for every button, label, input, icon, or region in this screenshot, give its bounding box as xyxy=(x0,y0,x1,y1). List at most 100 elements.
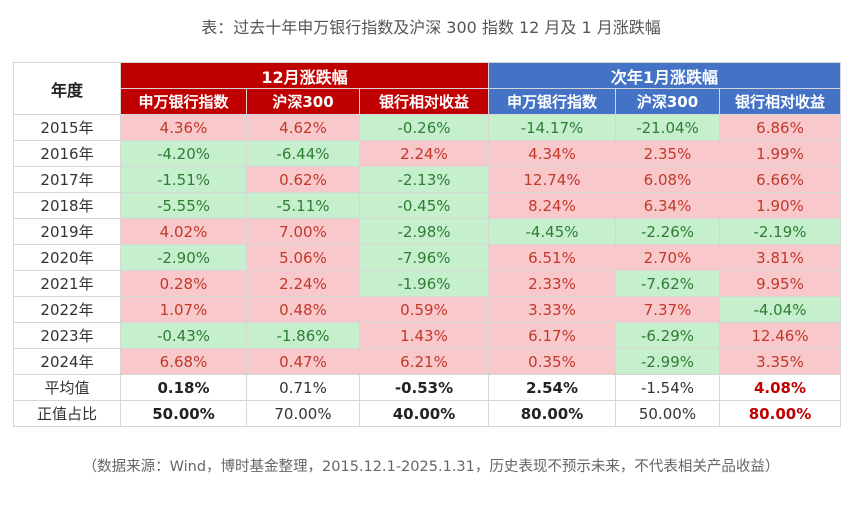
value-cell: 40.00% xyxy=(359,400,489,427)
value-cell: 6.21% xyxy=(359,348,489,375)
value-cell: 2.35% xyxy=(615,140,720,167)
column-header: 沪深300 xyxy=(246,88,360,115)
value-cell: 12.74% xyxy=(488,166,616,193)
value-cell: -6.29% xyxy=(615,322,720,349)
value-cell: 0.48% xyxy=(246,296,360,323)
value-cell: -14.17% xyxy=(488,114,616,141)
table-row: 2017年 -1.51% 0.62% -2.13% 12.74% 6.08% 6.66% xyxy=(13,166,841,193)
summary-row: 正值占比 50.00% 70.00% 40.00% 80.00% 50.00% 80.00% xyxy=(13,400,841,427)
row-label: 2022年 xyxy=(13,296,121,323)
returns-table: 年度 12月涨跌幅 次年1月涨跌幅 申万银行指数 沪深300 银行相对收益 申万… xyxy=(13,62,841,427)
value-cell: 4.62% xyxy=(246,114,360,141)
value-cell: -1.54% xyxy=(615,374,720,401)
column-header: 申万银行指数 xyxy=(120,88,247,115)
value-cell: 4.34% xyxy=(488,140,616,167)
value-cell: 0.28% xyxy=(120,270,247,297)
value-cell: -4.45% xyxy=(488,218,616,245)
value-cell: 6.51% xyxy=(488,244,616,271)
value-cell: -7.62% xyxy=(615,270,720,297)
value-cell: -2.98% xyxy=(359,218,489,245)
value-cell: 0.47% xyxy=(246,348,360,375)
value-cell: 2.24% xyxy=(246,270,360,297)
value-cell: 6.86% xyxy=(719,114,841,141)
value-cell: -5.55% xyxy=(120,192,247,219)
value-cell: 3.33% xyxy=(488,296,616,323)
column-header: 沪深300 xyxy=(615,88,720,115)
year-column-header: 年度 xyxy=(13,62,121,115)
table-row: 2024年 6.68% 0.47% 6.21% 0.35% -2.99% 3.35% xyxy=(13,348,841,375)
table-body: 2015年 4.36% 4.62% -0.26% -14.17% -21.04% 6.86%… xyxy=(13,114,841,427)
value-cell: 1.90% xyxy=(719,192,841,219)
value-cell: 8.24% xyxy=(488,192,616,219)
value-cell: 1.07% xyxy=(120,296,247,323)
value-cell: -0.26% xyxy=(359,114,489,141)
value-cell: 3.35% xyxy=(719,348,841,375)
value-cell: 1.99% xyxy=(719,140,841,167)
value-cell: 12.46% xyxy=(719,322,841,349)
value-cell: -21.04% xyxy=(615,114,720,141)
value-cell: 6.17% xyxy=(488,322,616,349)
row-label: 2023年 xyxy=(13,322,121,349)
value-cell: -2.90% xyxy=(120,244,247,271)
summary-row: 平均值 0.18% 0.71% -0.53% 2.54% -1.54% 4.08% xyxy=(13,374,841,401)
column-header: 申万银行指数 xyxy=(488,88,616,115)
value-cell: 0.35% xyxy=(488,348,616,375)
value-cell: 2.24% xyxy=(359,140,489,167)
value-cell: -5.11% xyxy=(246,192,360,219)
value-cell: 0.18% xyxy=(120,374,247,401)
value-cell: -6.44% xyxy=(246,140,360,167)
table-row: 2021年 0.28% 2.24% -1.96% 2.33% -7.62% 9.95% xyxy=(13,270,841,297)
row-label: 2020年 xyxy=(13,244,121,271)
row-label: 2024年 xyxy=(13,348,121,375)
january-group-header: 次年1月涨跌幅 xyxy=(488,62,841,89)
source-footnote: （数据来源：Wind，博时基金整理，2015.12.1-2025.1.31，历史… xyxy=(82,459,780,475)
column-header: 银行相对收益 xyxy=(719,88,841,115)
value-cell: -2.26% xyxy=(615,218,720,245)
value-cell: -4.20% xyxy=(120,140,247,167)
value-cell: -4.04% xyxy=(719,296,841,323)
value-cell: 6.68% xyxy=(120,348,247,375)
value-cell: 0.71% xyxy=(246,374,360,401)
table-row: 2015年 4.36% 4.62% -0.26% -14.17% -21.04% 6.86% xyxy=(13,114,841,141)
value-cell: -2.99% xyxy=(615,348,720,375)
value-cell: -1.86% xyxy=(246,322,360,349)
value-cell: 80.00% xyxy=(719,400,841,427)
value-cell: 4.02% xyxy=(120,218,247,245)
value-cell: -2.19% xyxy=(719,218,841,245)
value-cell: 1.43% xyxy=(359,322,489,349)
table-row: 2018年 -5.55% -5.11% -0.45% 8.24% 6.34% 1.90% xyxy=(13,192,841,219)
value-cell: 2.54% xyxy=(488,374,616,401)
value-cell: 70.00% xyxy=(246,400,360,427)
value-cell: -1.51% xyxy=(120,166,247,193)
row-label: 2016年 xyxy=(13,140,121,167)
value-cell: 50.00% xyxy=(120,400,247,427)
row-label: 2015年 xyxy=(13,114,121,141)
value-cell: 4.08% xyxy=(719,374,841,401)
value-cell: 6.66% xyxy=(719,166,841,193)
value-cell: 80.00% xyxy=(488,400,616,427)
table-row: 2020年 -2.90% 5.06% -7.96% 6.51% 2.70% 3.81% xyxy=(13,244,841,271)
value-cell: -1.96% xyxy=(359,270,489,297)
value-cell: -0.45% xyxy=(359,192,489,219)
table-title: 表：过去十年申万银行指数及沪深 300 指数 12 月及 1 月涨跌幅 xyxy=(201,18,661,37)
table-row: 2023年 -0.43% -1.86% 1.43% 6.17% -6.29% 12.46% xyxy=(13,322,841,349)
row-label: 2019年 xyxy=(13,218,121,245)
december-group-header: 12月涨跌幅 xyxy=(120,62,489,89)
value-cell: 4.36% xyxy=(120,114,247,141)
value-cell: -0.43% xyxy=(120,322,247,349)
row-label: 2017年 xyxy=(13,166,121,193)
table-row: 2022年 1.07% 0.48% 0.59% 3.33% 7.37% -4.04% xyxy=(13,296,841,323)
column-header: 银行相对收益 xyxy=(359,88,489,115)
value-cell: 7.00% xyxy=(246,218,360,245)
row-label: 正值占比 xyxy=(13,400,121,427)
table-row: 2019年 4.02% 7.00% -2.98% -4.45% -2.26% -2.19% xyxy=(13,218,841,245)
row-label: 平均值 xyxy=(13,374,121,401)
value-cell: -2.13% xyxy=(359,166,489,193)
value-cell: -7.96% xyxy=(359,244,489,271)
value-cell: 9.95% xyxy=(719,270,841,297)
value-cell: 50.00% xyxy=(615,400,720,427)
value-cell: 0.59% xyxy=(359,296,489,323)
value-cell: 6.34% xyxy=(615,192,720,219)
value-cell: -0.53% xyxy=(359,374,489,401)
value-cell: 0.62% xyxy=(246,166,360,193)
